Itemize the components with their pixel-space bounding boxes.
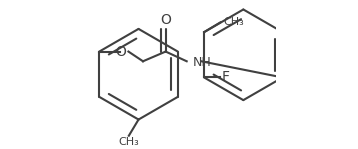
Text: O: O [115,45,126,59]
Text: O: O [160,13,171,27]
Text: CH₃: CH₃ [118,137,139,147]
Text: NH: NH [193,56,212,69]
Text: CH₃: CH₃ [223,17,244,27]
Text: F: F [222,70,230,84]
